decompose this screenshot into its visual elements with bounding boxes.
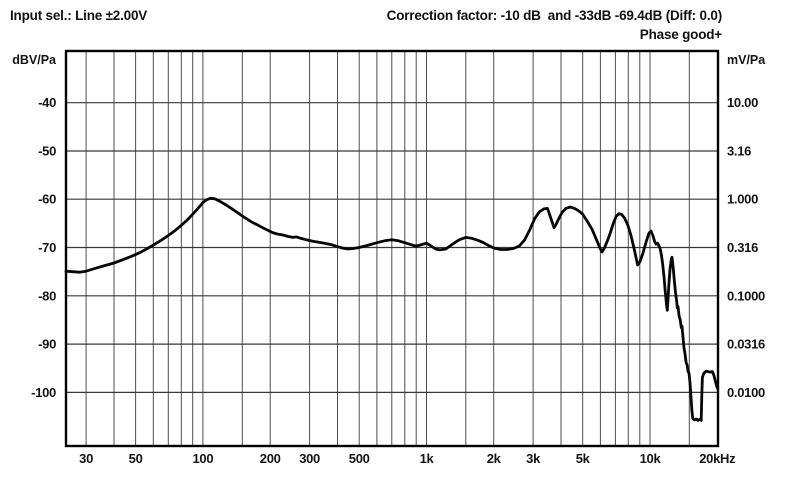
x-tick-label: 500 [349,451,370,466]
y-tick-label-right: 0.0100 [727,385,765,400]
x-tick-label: 10k [640,451,662,466]
y-tick-label-right: 10.00 [727,95,758,110]
y-tick-label-left: -70 [38,240,56,255]
y-left-unit-label: dBV/Pa [12,53,57,67]
x-tick-label: 5k [576,451,591,466]
grid-layer [64,49,720,448]
y-tick-label-right: 0.0316 [727,337,765,352]
phase-status-readout: Phase good+ [639,27,722,42]
input-select-readout: Input sel.: Line ±2.00V [10,8,148,23]
y-right-unit-label: mV/Pa [727,53,766,67]
frequency-response-curve [64,196,720,422]
x-tick-label: 1k [420,451,435,466]
y-tick-label-left: -100 [31,385,56,400]
y-tick-label-left: -90 [38,337,56,352]
correction-factor-readout: Correction factor: -10 dB and -33dB -69.… [386,8,723,23]
plot-border [64,49,720,448]
y-tick-label-left: -50 [38,144,56,159]
y-tick-label-left: -40 [38,95,56,110]
y-tick-label-right: 0.316 [727,240,758,255]
x-tick-label: 30 [79,451,93,466]
x-tick-label: 3k [526,451,541,466]
x-tick-label: 2k [487,451,502,466]
x-tick-label: 200 [260,451,281,466]
x-tick-label: 20kHz [699,451,736,466]
y-tick-label-right: 3.16 [727,144,751,159]
x-tick-label: 300 [299,451,320,466]
y-tick-label-left: -60 [38,192,56,207]
curve-layer [64,196,720,422]
x-tick-label: 100 [193,451,214,466]
x-tick-label: 50 [129,451,143,466]
y-tick-label-right: 1.000 [727,192,758,207]
label-layer: 30 50 100 200 300 500 1k 2k 3k 5k 10k 20kHz -40 -50 -6… [31,95,765,466]
y-tick-label-right: 0.1000 [727,288,765,303]
y-tick-label-left: -80 [38,288,56,303]
